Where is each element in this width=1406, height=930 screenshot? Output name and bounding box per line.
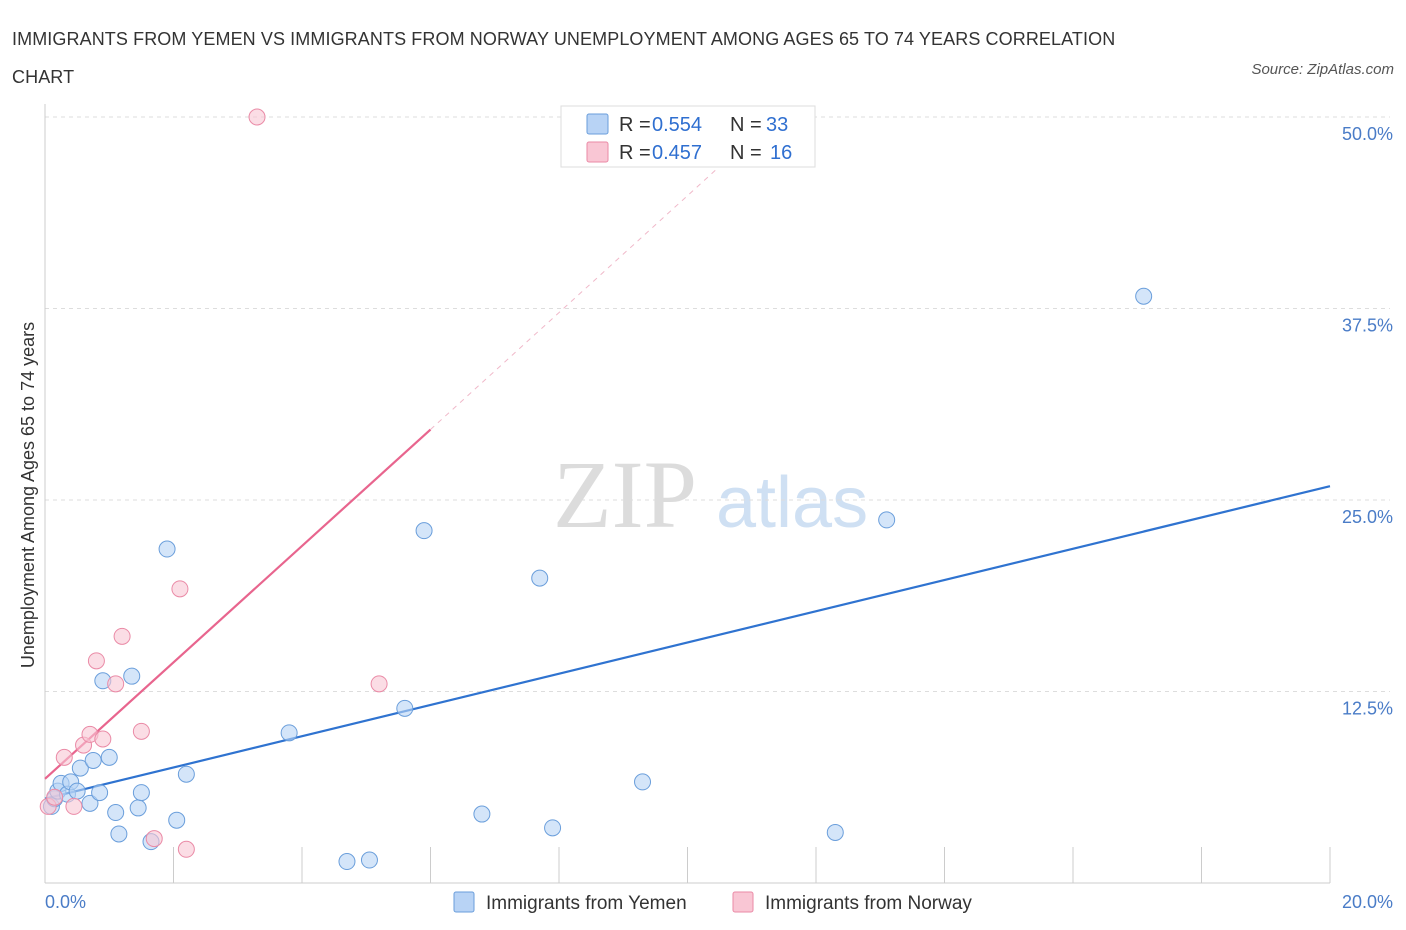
- series-legend: Immigrants from Yemen Immigrants from No…: [453, 891, 972, 914]
- stats-legend-r-label-yemen: R =: [619, 114, 651, 136]
- series-legend-label-yemen: Immigrants from Yemen: [486, 893, 687, 914]
- point-yemen-21: [177, 765, 195, 783]
- y-axis-label: Unemployment Among Ages 65 to 74 years: [18, 322, 38, 668]
- stats-legend-r-yemen: 0.554: [652, 114, 702, 136]
- stats-legend-n-norway: 16: [770, 142, 792, 164]
- point-norway-9: [113, 627, 131, 645]
- point-norway-10: [132, 722, 150, 740]
- point-yemen-31: [826, 823, 844, 841]
- stats-legend: R = 0.554 N = 33 R = 0.457 N = 16: [560, 105, 816, 168]
- series-legend-swatch-yemen: [453, 891, 475, 913]
- point-norway-3: [65, 797, 83, 815]
- point-norway-13: [177, 840, 195, 858]
- point-yemen-8: [81, 794, 99, 812]
- stats-legend-swatch-norway: [586, 141, 609, 163]
- point-norway-1: [46, 788, 64, 806]
- point-yemen-12: [100, 748, 118, 766]
- point-norway-12: [171, 580, 189, 598]
- watermark-zip: ZIP: [553, 441, 697, 548]
- point-yemen-19: [158, 540, 176, 558]
- series-legend-swatch-norway: [732, 891, 754, 913]
- point-norway-15: [370, 675, 388, 693]
- point-yemen-25: [396, 699, 414, 717]
- stats-legend-n-label-norway: N =: [730, 142, 762, 164]
- point-yemen-26: [415, 522, 433, 540]
- series-legend-label-norway: Immigrants from Norway: [765, 893, 972, 914]
- chart-title: IMMIGRANTS FROM YEMEN VS IMMIGRANTS FROM…: [12, 29, 1116, 87]
- trend-line-norway: [44, 428, 432, 780]
- point-norway-7: [94, 730, 112, 748]
- point-yemen-6: [68, 782, 86, 800]
- trend-line-norway-extension: [430, 142, 746, 430]
- x-tick-label-0: 0.0%: [45, 892, 86, 912]
- point-norway-14: [248, 108, 266, 126]
- point-yemen-20: [168, 811, 186, 829]
- point-yemen-16: [129, 799, 147, 817]
- point-yemen-27: [473, 805, 491, 823]
- trend-line-yemen: [44, 485, 1331, 800]
- point-norway-11: [145, 830, 163, 848]
- point-norway-8: [107, 675, 125, 693]
- point-yemen-17: [132, 784, 150, 802]
- chart-source: Source: ZipAtlas.com: [1251, 61, 1394, 78]
- stats-legend-r-norway: 0.457: [652, 142, 702, 164]
- point-yemen-7: [71, 759, 89, 777]
- stats-legend-swatch-yemen: [586, 113, 609, 135]
- y-tick-label-3: 50.0%: [1342, 124, 1393, 144]
- point-yemen-15: [123, 667, 141, 685]
- point-norway-2: [55, 748, 73, 766]
- point-yemen-10: [91, 784, 109, 802]
- trend-lines: [44, 142, 1331, 800]
- point-yemen-14: [110, 825, 128, 843]
- point-yemen-22: [280, 724, 298, 742]
- y-tick-label-2: 37.5%: [1342, 316, 1393, 336]
- stats-legend-r-label-norway: R =: [619, 142, 651, 164]
- y-tick-label-1: 25.0%: [1342, 507, 1393, 527]
- y-tick-label-0: 12.5%: [1342, 699, 1393, 719]
- point-yemen-32: [878, 511, 896, 529]
- point-yemen-33: [1135, 287, 1153, 305]
- point-yemen-24: [360, 851, 378, 869]
- point-norway-6: [87, 652, 105, 670]
- point-yemen-13: [107, 804, 125, 822]
- point-yemen-30: [634, 773, 652, 791]
- stats-legend-n-label-yemen: N =: [730, 114, 762, 136]
- point-yemen-28: [531, 569, 549, 587]
- data-points: [39, 108, 1153, 871]
- point-yemen-9: [84, 751, 102, 769]
- grid-lines: [45, 116, 1390, 692]
- stats-legend-n-yemen: 33: [766, 114, 788, 136]
- x-tick-label-1: 20.0%: [1342, 892, 1393, 912]
- point-yemen-29: [544, 819, 562, 837]
- watermark-atlas: atlas: [716, 463, 868, 543]
- axes: 12.5% 25.0% 37.5% 50.0% 0.0% 20.0%: [44, 104, 1393, 912]
- point-yemen-23: [338, 853, 356, 871]
- watermark: ZIP atlas: [553, 441, 868, 548]
